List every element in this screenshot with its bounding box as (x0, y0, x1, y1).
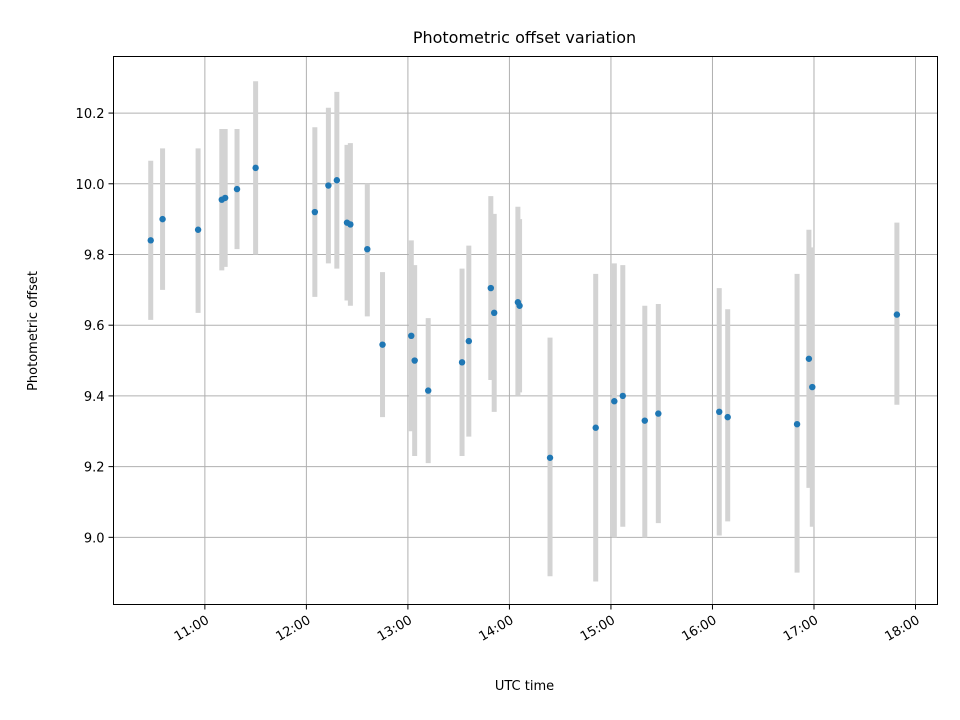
data-point (252, 164, 259, 172)
data-point (221, 194, 229, 202)
data-point (893, 311, 901, 318)
data-point (194, 226, 202, 233)
x-axis-ticks: 11:00 12:00 13:00 14:00 15:00 16:00 17:00 18:00 (172, 604, 923, 645)
data-point (655, 410, 662, 417)
data-point (458, 359, 466, 366)
data-point (490, 309, 498, 317)
data-point (592, 424, 599, 431)
x-tick-label: 15:00 (578, 613, 618, 645)
data-point (516, 302, 523, 309)
data-point (611, 398, 618, 405)
x-tick-label: 14:00 (476, 613, 516, 645)
data-point (641, 417, 648, 424)
data-point (233, 185, 241, 193)
data-point (809, 383, 816, 391)
y-tick-label: 9.4 (84, 390, 105, 405)
data-point (333, 177, 341, 184)
data-point (325, 182, 332, 189)
data-point (465, 337, 473, 345)
data-point (716, 408, 723, 416)
data-point (147, 237, 154, 244)
data-point (724, 413, 731, 421)
y-tick-label: 9.0 (84, 531, 105, 546)
data-point (487, 284, 495, 292)
y-tick-label: 10.2 (76, 107, 105, 122)
data-point (379, 341, 386, 348)
data-point (805, 355, 813, 362)
data-point (793, 420, 801, 428)
data-point (347, 221, 354, 228)
x-tick-label: 11:00 (172, 613, 212, 645)
data-point (619, 392, 626, 400)
x-tick-label: 17:00 (781, 613, 821, 645)
data-point (364, 245, 371, 253)
x-tick-label: 18:00 (883, 613, 923, 645)
y-tick-label: 9.6 (84, 319, 105, 334)
x-tick-label: 16:00 (680, 613, 720, 645)
error-bars (148, 81, 900, 582)
y-tick-label: 10.0 (76, 178, 105, 193)
data-point (546, 454, 554, 461)
chart-title: Photometric offset variation (413, 28, 636, 47)
data-point (311, 208, 319, 216)
y-tick-label: 9.8 (84, 248, 105, 263)
x-axis-label: UTC time (495, 679, 554, 694)
data-point (425, 387, 432, 394)
x-tick-label: 12:00 (273, 613, 313, 645)
data-point (411, 357, 418, 364)
data-point (159, 215, 166, 223)
grid-lines (113, 56, 938, 605)
y-axis-label: Photometric offset (26, 271, 41, 391)
y-axis-ticks: 9.0 9.2 9.4 9.6 9.8 10.0 10.2 (76, 107, 114, 546)
data-points (147, 164, 901, 461)
x-tick-label: 13:00 (375, 613, 415, 645)
data-point (408, 332, 415, 340)
plot-frame (113, 56, 938, 605)
y-tick-label: 9.2 (84, 461, 105, 476)
